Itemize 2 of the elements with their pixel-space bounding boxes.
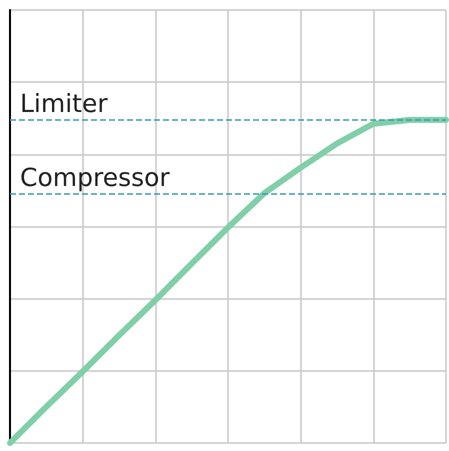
ref-line-label: Limiter [20,88,108,118]
ref-line-label: Compressor [20,163,170,192]
